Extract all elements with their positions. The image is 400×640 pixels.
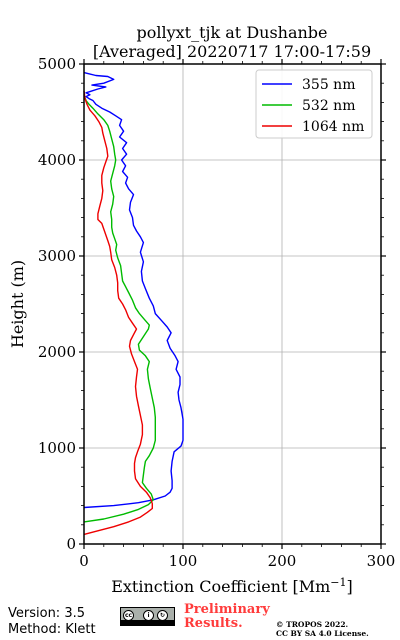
y-tick-label-3000: 3000 xyxy=(38,247,76,265)
x-tick-label-200: 200 xyxy=(268,552,297,570)
preliminary-results-label: Preliminary Results. xyxy=(184,603,270,631)
preliminary-line2: Results. xyxy=(184,616,243,631)
version-text: Version: 3.5 xyxy=(8,606,85,621)
copyright-line2: CC BY SA 4.0 License. xyxy=(276,629,369,638)
chart-title-line1: pollyxt_tjk at Dushanbe xyxy=(136,23,327,42)
legend-label-355-nm: 355 nm xyxy=(302,77,355,93)
x-axis-label-main: Extinction Coefficient [Mm xyxy=(111,577,330,596)
y-tick-label-1000: 1000 xyxy=(38,439,76,457)
x-tick-label-100: 100 xyxy=(169,552,198,570)
cc-license-badge: cc i ↻ xyxy=(120,607,175,626)
plot-frame xyxy=(83,63,382,545)
series-line-1064-nm xyxy=(83,90,153,536)
y-axis-label: Height (m) xyxy=(8,260,27,348)
cc-badge-strip xyxy=(121,620,174,625)
plot-area xyxy=(83,71,184,536)
preliminary-line1: Preliminary xyxy=(184,602,270,617)
copyright-notice: © TROPOS 2022. CC BY SA 4.0 License. xyxy=(276,620,369,638)
series-line-532-nm xyxy=(83,94,156,523)
chart-title-line2: [Averaged] 20220717 17:00-17:59 xyxy=(93,42,371,61)
legend-box xyxy=(255,69,373,139)
x-tick-label-0: 0 xyxy=(79,552,89,570)
y-tick-label-4000: 4000 xyxy=(38,151,76,169)
x-axis-label-sup: −1 xyxy=(330,576,346,589)
copyright-line1: © TROPOS 2022. xyxy=(276,620,349,629)
x-axis-label: Extinction Coefficient [Mm−1] xyxy=(111,576,353,596)
legend-label-1064-nm: 1064 nm xyxy=(302,119,364,135)
y-tick-label-5000: 5000 xyxy=(38,55,76,73)
x-tick-label-300: 300 xyxy=(367,552,396,570)
legend: 355 nm 532 nm 1064 nm xyxy=(255,69,373,139)
legend-label-532-nm: 532 nm xyxy=(302,98,355,114)
series-line-355-nm xyxy=(83,71,184,509)
method-text: Method: Klett xyxy=(8,622,96,637)
x-axis-label-close: ] xyxy=(347,577,353,596)
y-tick-label-0: 0 xyxy=(66,535,76,553)
y-tick-label-2000: 2000 xyxy=(38,343,76,361)
